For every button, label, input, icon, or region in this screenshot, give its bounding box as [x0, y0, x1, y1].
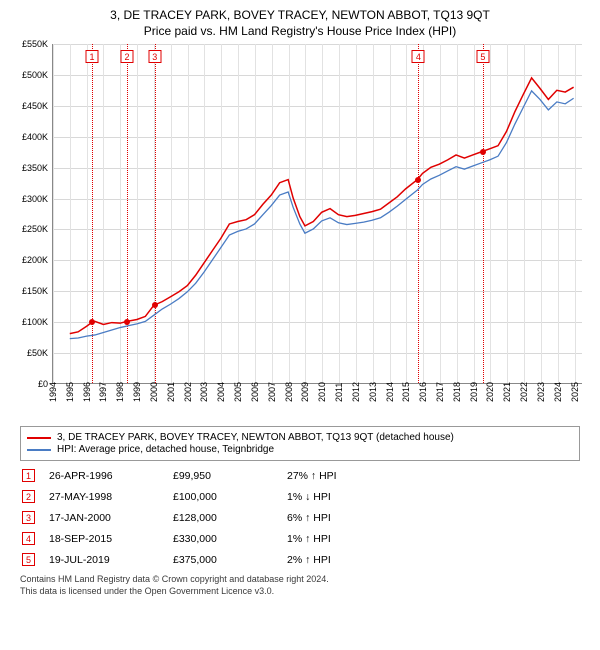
event-num: 4	[22, 532, 35, 545]
x-tick-label: 2015	[401, 382, 411, 402]
x-tick-label: 2003	[199, 382, 209, 402]
y-tick-label: £0	[38, 379, 48, 389]
legend-label-1: 3, DE TRACEY PARK, BOVEY TRACEY, NEWTON …	[57, 432, 454, 443]
x-tick-label: 1997	[98, 382, 108, 402]
event-pct: 1% ↑ HPI	[287, 533, 407, 545]
x-tick-label: 2016	[418, 382, 428, 402]
event-price: £375,000	[173, 554, 273, 566]
x-tick-label: 2017	[435, 382, 445, 402]
event-num: 2	[22, 490, 35, 503]
event-row: 3 17-JAN-2000 £128,000 6% ↑ HPI	[20, 507, 580, 528]
event-marker: 5	[476, 50, 489, 63]
x-tick-label: 2006	[250, 382, 260, 402]
legend: 3, DE TRACEY PARK, BOVEY TRACEY, NEWTON …	[20, 426, 580, 461]
y-tick-label: £50K	[27, 348, 48, 358]
x-tick-label: 2022	[519, 382, 529, 402]
x-tick-label: 2010	[317, 382, 327, 402]
event-row: 2 27-MAY-1998 £100,000 1% ↓ HPI	[20, 486, 580, 507]
event-price: £99,950	[173, 470, 273, 482]
y-tick-label: £450K	[22, 101, 48, 111]
event-pct: 1% ↓ HPI	[287, 491, 407, 503]
legend-item-2: HPI: Average price, detached house, Teig…	[27, 444, 573, 455]
x-axis: 1994199519961997199819992000200120022003…	[52, 386, 582, 422]
x-tick-label: 2024	[553, 382, 563, 402]
event-num: 5	[22, 553, 35, 566]
event-price: £128,000	[173, 512, 273, 524]
footer: Contains HM Land Registry data © Crown c…	[20, 574, 580, 597]
y-tick-label: £100K	[22, 317, 48, 327]
x-tick-label: 1996	[82, 382, 92, 402]
event-marker: 2	[121, 50, 134, 63]
x-tick-label: 2008	[284, 382, 294, 402]
event-num: 3	[22, 511, 35, 524]
y-tick-label: £400K	[22, 132, 48, 142]
event-date: 18-SEP-2015	[49, 533, 159, 545]
x-tick-label: 2013	[368, 382, 378, 402]
y-axis: £0£50K£100K£150K£200K£250K£300K£350K£400…	[10, 44, 50, 384]
y-tick-label: £500K	[22, 70, 48, 80]
event-row: 1 26-APR-1996 £99,950 27% ↑ HPI	[20, 465, 580, 486]
x-tick-label: 2020	[485, 382, 495, 402]
x-tick-label: 2007	[267, 382, 277, 402]
y-tick-label: £350K	[22, 163, 48, 173]
events-table: 1 26-APR-1996 £99,950 27% ↑ HPI 2 27-MAY-1998…	[20, 465, 580, 570]
x-tick-label: 2004	[216, 382, 226, 402]
x-tick-label: 2012	[351, 382, 361, 402]
title-line-1: 3, DE TRACEY PARK, BOVEY TRACEY, NEWTON …	[10, 8, 590, 22]
y-tick-label: £550K	[22, 39, 48, 49]
x-tick-label: 2000	[149, 382, 159, 402]
event-price: £100,000	[173, 491, 273, 503]
event-marker: 1	[86, 50, 99, 63]
x-tick-label: 2002	[183, 382, 193, 402]
event-date: 27-MAY-1998	[49, 491, 159, 503]
event-date: 26-APR-1996	[49, 470, 159, 482]
x-tick-label: 1994	[48, 382, 58, 402]
x-tick-label: 2014	[385, 382, 395, 402]
series-lines	[53, 44, 582, 383]
event-date: 17-JAN-2000	[49, 512, 159, 524]
event-row: 5 19-JUL-2019 £375,000 2% ↑ HPI	[20, 549, 580, 570]
x-tick-label: 2005	[233, 382, 243, 402]
event-pct: 6% ↑ HPI	[287, 512, 407, 524]
event-pct: 27% ↑ HPI	[287, 470, 407, 482]
event-pct: 2% ↑ HPI	[287, 554, 407, 566]
x-tick-label: 2019	[469, 382, 479, 402]
x-tick-label: 2011	[334, 383, 344, 402]
event-marker: 3	[148, 50, 161, 63]
x-tick-label: 2009	[300, 382, 310, 402]
chart-container: 3, DE TRACEY PARK, BOVEY TRACEY, NEWTON …	[0, 0, 600, 601]
legend-item-1: 3, DE TRACEY PARK, BOVEY TRACEY, NEWTON …	[27, 432, 573, 443]
event-row: 4 18-SEP-2015 £330,000 1% ↑ HPI	[20, 528, 580, 549]
title-block: 3, DE TRACEY PARK, BOVEY TRACEY, NEWTON …	[10, 8, 590, 38]
legend-swatch-red	[27, 437, 51, 439]
footer-line-1: Contains HM Land Registry data © Crown c…	[20, 574, 580, 586]
x-tick-label: 2023	[536, 382, 546, 402]
chart: £0 £50K £100K £150K £200K £250K £300K £350K £400…	[10, 44, 590, 424]
x-tick-label: 1995	[65, 382, 75, 402]
y-tick-label: £300K	[22, 194, 48, 204]
y-tick-label: £150K	[22, 286, 48, 296]
x-tick-label: 2018	[452, 382, 462, 402]
x-tick-label: 2021	[502, 382, 512, 402]
title-line-2: Price paid vs. HM Land Registry's House …	[10, 24, 590, 38]
footer-line-2: This data is licensed under the Open Gov…	[20, 586, 580, 598]
event-date: 19-JUL-2019	[49, 554, 159, 566]
event-num: 1	[22, 469, 35, 482]
event-marker: 4	[412, 50, 425, 63]
x-tick-label: 1998	[115, 382, 125, 402]
plot-area: 1 2 3 4 5	[52, 44, 582, 384]
legend-label-2: HPI: Average price, detached house, Teig…	[57, 444, 274, 455]
x-tick-label: 2025	[570, 382, 580, 402]
x-tick-label: 1999	[132, 382, 142, 402]
event-price: £330,000	[173, 533, 273, 545]
legend-swatch-blue	[27, 449, 51, 451]
y-tick-label: £250K	[22, 224, 48, 234]
x-tick-label: 2001	[166, 382, 176, 402]
y-tick-label: £200K	[22, 255, 48, 265]
